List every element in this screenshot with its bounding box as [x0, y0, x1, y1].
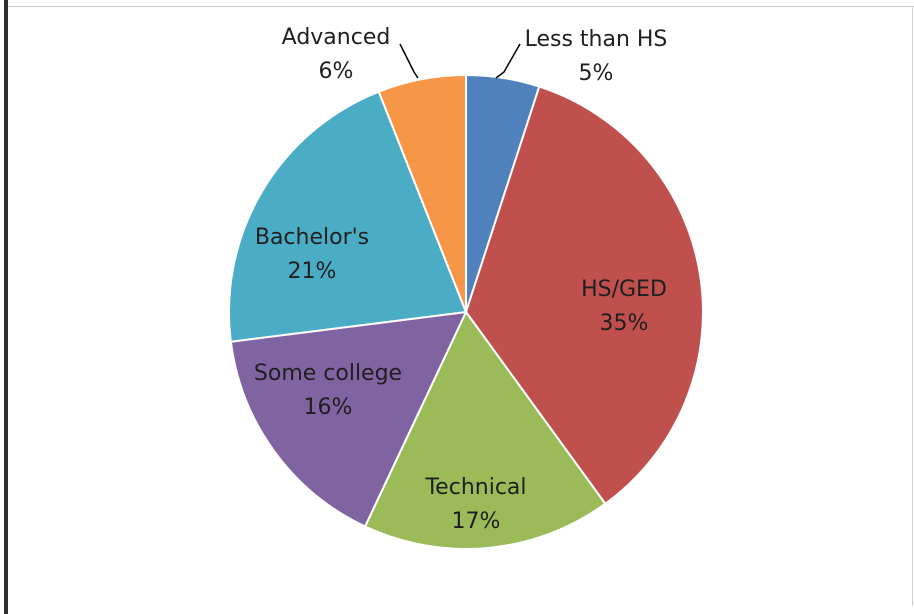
slice-value-label-hs-ged: 35% — [600, 311, 649, 336]
pie-slice-hs-ged — [464, 85, 704, 506]
slice-category-label-hs-ged: HS/GED — [581, 277, 667, 302]
frame-top-edge — [8, 6, 914, 7]
slice-category-label-bachelor-s: Bachelor's — [255, 225, 369, 250]
slice-value-label-less-than-hs: 5% — [579, 61, 614, 86]
pie-slice-advanced — [377, 73, 467, 313]
slice-value-label-some-college: 16% — [304, 395, 353, 420]
slice-value-label-technical: 17% — [452, 509, 501, 534]
leader-line-less-than-hs — [495, 43, 521, 79]
frame-right-edge — [912, 6, 913, 606]
leader-line-advanced — [399, 43, 419, 79]
slice-category-label-less-than-hs: Less than HS — [525, 27, 668, 52]
slice-category-label-technical: Technical — [424, 475, 526, 500]
leader-lines — [399, 43, 521, 79]
slice-value-label-bachelor-s: 21% — [288, 259, 337, 284]
pie-slice-some-college — [229, 310, 468, 528]
slice-labels: Less than HS 5% HS/GED 35% Technical 17% Some … — [254, 25, 668, 534]
pie-slices — [228, 73, 704, 550]
pie-slice-technical — [363, 310, 607, 550]
frame-left-edge — [4, 0, 8, 614]
slice-category-label-some-college: Some college — [254, 361, 402, 386]
slice-category-label-advanced: Advanced — [282, 25, 391, 50]
pie-slice-bachelor-s — [228, 90, 468, 343]
slice-value-label-advanced: 6% — [319, 59, 354, 84]
